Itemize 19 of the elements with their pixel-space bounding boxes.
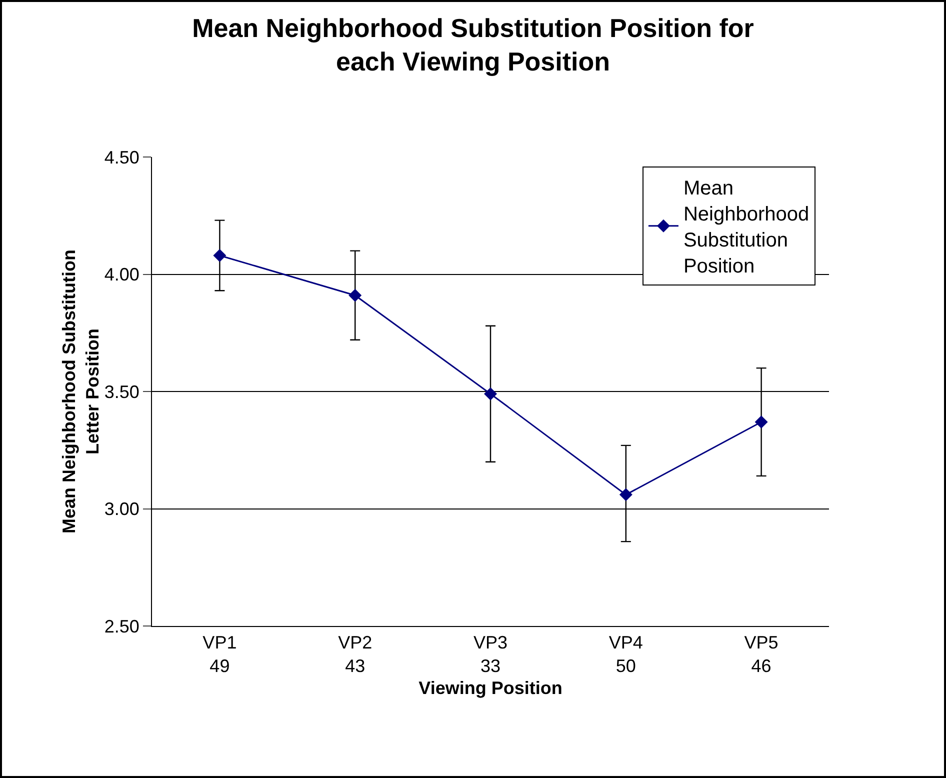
y-tick-label: 3.00 <box>104 499 140 520</box>
y-axis-title: Mean Neighborhood Substitution Letter Position <box>58 250 102 534</box>
x-tick-label: VP1 49 <box>202 632 237 676</box>
point <box>754 415 768 428</box>
x-tick-label: VP5 46 <box>744 632 778 676</box>
legend-label: Mean Neighborhood Substitution Position <box>683 178 810 278</box>
y-tick-label: 2.50 <box>104 616 140 636</box>
y-tick-label: 4.50 <box>104 147 140 168</box>
x-tick-label: VP3 33 <box>473 632 508 676</box>
point <box>213 248 226 262</box>
x-tick-label: VP2 43 <box>338 632 372 676</box>
x-axis-title: Viewing Position <box>418 678 562 698</box>
point <box>484 387 497 400</box>
x-tick-label: VP4 50 <box>608 632 643 676</box>
point <box>348 288 362 302</box>
point <box>619 488 632 502</box>
chart-title: Mean Neighborhood Substitution Position for each Viewing Position <box>192 12 754 77</box>
y-tick-label: 3.50 <box>104 382 140 402</box>
y-tick-label: 4.00 <box>104 264 140 285</box>
